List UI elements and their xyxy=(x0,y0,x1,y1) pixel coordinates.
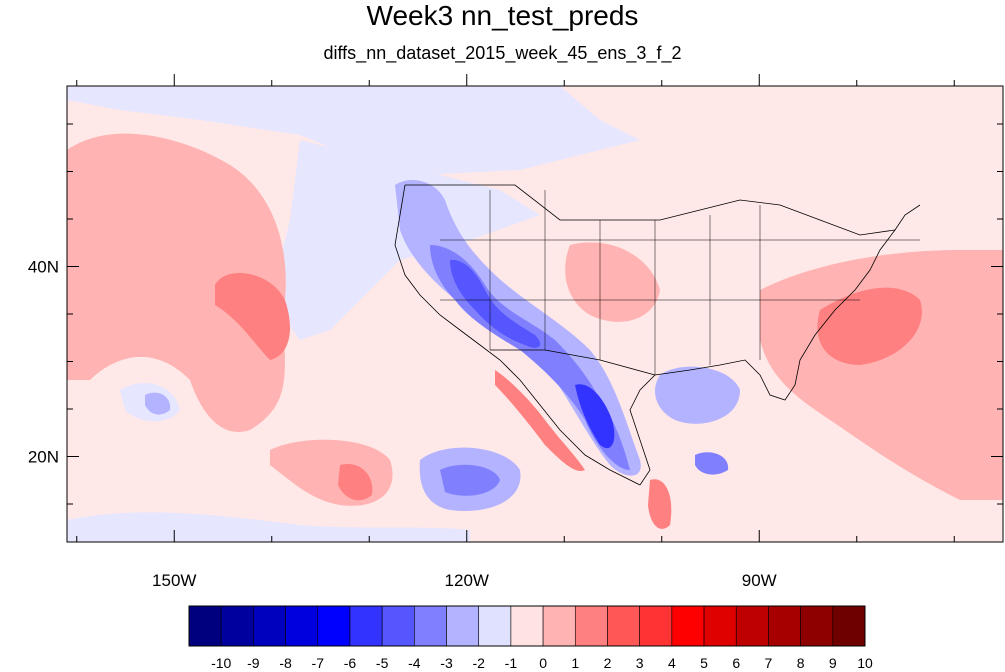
colorbar-label: 1 xyxy=(571,655,579,671)
colorbar-label: 8 xyxy=(797,655,805,671)
field-region-coast-warm-streak xyxy=(495,370,585,471)
colorbar-swatch xyxy=(639,605,673,647)
colorbar-label: 2 xyxy=(604,655,612,671)
colorbar-swatch xyxy=(735,605,769,647)
colorbar-swatch xyxy=(607,605,640,647)
y-tick-label: 40N xyxy=(28,258,59,277)
field-region-south-peak xyxy=(338,464,373,501)
colorbar-swatch xyxy=(188,605,222,647)
field-region-caribbean-cool xyxy=(695,452,729,475)
colorbar-swatch xyxy=(414,605,447,647)
colorbar: -10 -9 -8 -7 -6 -5 -4 -3 -2 -1 0 1 2 3 4 5 6 7 8 9 10 xyxy=(188,605,873,671)
field-region-south-cool-peak xyxy=(440,464,500,496)
colorbar-label: 6 xyxy=(732,655,740,671)
plot-subtitle: diffs_nn_dataset_2015_week_45_ens_3_f_2 xyxy=(323,43,682,63)
x-tick-label: 120W xyxy=(445,571,489,590)
colorbar-label: -3 xyxy=(440,655,453,671)
colorbar-label: 7 xyxy=(765,655,773,671)
colorbar-label: -6 xyxy=(344,655,357,671)
colorbar-label: -1 xyxy=(505,655,518,671)
gulf-atlantic-coastline xyxy=(629,204,921,486)
colorbar-swatch xyxy=(510,605,544,647)
colorbar-label: 9 xyxy=(829,655,837,671)
colorbar-swatch xyxy=(768,605,801,647)
colorbar-swatch xyxy=(285,605,319,647)
colorbar-swatch xyxy=(671,605,705,647)
axis-tick-labels: 150W 120W 90W 40N 20N xyxy=(28,258,777,591)
x-tick-label: 150W xyxy=(152,571,196,590)
colorbar-swatch xyxy=(478,605,512,647)
colorbar-label: -7 xyxy=(312,655,325,671)
colorbar-swatch xyxy=(800,605,834,647)
field-region-atlantic-peak xyxy=(817,287,922,365)
colorbar-label: -2 xyxy=(472,655,485,671)
field-region-north-neutral xyxy=(67,86,640,175)
colorbar-frame xyxy=(188,605,866,647)
colorbar-swatch xyxy=(317,605,351,647)
state-lines xyxy=(440,190,920,375)
colorbar-swatch xyxy=(220,605,254,647)
colorbar-swatch xyxy=(703,605,737,647)
colorbar-swatch xyxy=(542,605,576,647)
x-tick-label: 90W xyxy=(742,571,777,590)
field-region-central-america-warm xyxy=(648,479,672,529)
field-region-mexico-core xyxy=(575,384,615,449)
colorbar-swatch xyxy=(349,605,383,647)
colorbar-label: -8 xyxy=(279,655,292,671)
y-tick-label: 20N xyxy=(28,448,59,467)
mexico-border xyxy=(490,349,656,376)
field-map xyxy=(67,86,1003,542)
field-region-hawaii-cool xyxy=(145,392,171,415)
colorbar-swatch xyxy=(381,605,415,647)
colorbar-swatch xyxy=(574,605,608,647)
field-region-gulf-cool xyxy=(655,366,740,424)
field-region-plains-warm xyxy=(565,242,660,322)
axis-ticks xyxy=(67,74,1003,542)
colorbar-swatch xyxy=(253,605,286,647)
colorbar-label: 4 xyxy=(668,655,676,671)
field-region-bottom-neutral xyxy=(67,512,470,542)
colorbar-label: -4 xyxy=(408,655,421,671)
plot-title: Week3 nn_test_preds xyxy=(366,0,639,31)
colorbar-swatch xyxy=(446,605,480,647)
colorbar-label: -10 xyxy=(211,655,231,671)
field-region-pacific-peak xyxy=(215,273,290,360)
coastlines xyxy=(394,184,921,486)
colorbar-swatch xyxy=(832,605,866,647)
colorbar-label: -5 xyxy=(376,655,389,671)
colorbar-label: -9 xyxy=(247,655,260,671)
field-region-southwest-core xyxy=(450,259,541,348)
colorbar-label: 5 xyxy=(700,655,708,671)
colorbar-label: 3 xyxy=(636,655,644,671)
colorbar-label: 0 xyxy=(539,655,547,671)
field-region-pacific-warm xyxy=(67,133,286,432)
pacific-coastline xyxy=(394,184,641,486)
colorbar-label: 10 xyxy=(857,655,873,671)
